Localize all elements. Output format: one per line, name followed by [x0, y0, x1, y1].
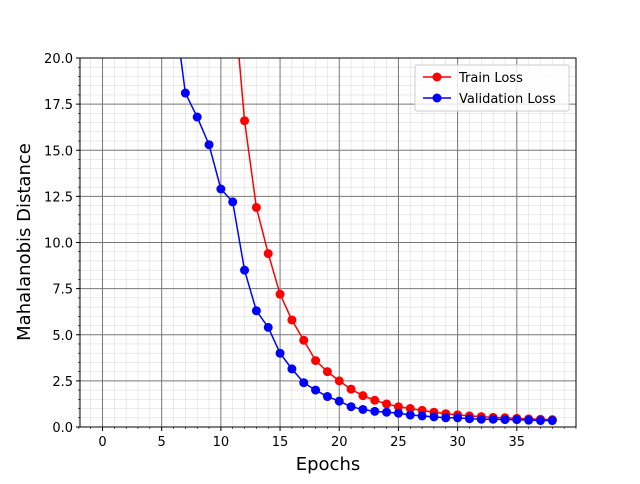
data-point [441, 413, 451, 423]
x-tick-label: 25 [390, 435, 407, 450]
data-point [334, 376, 344, 386]
data-point [322, 367, 332, 377]
data-point [429, 412, 439, 422]
y-tick-label: 15.0 [44, 144, 73, 159]
data-point [204, 140, 214, 150]
y-axis-label: Mahalanobis Distance [14, 143, 35, 341]
data-point [453, 413, 463, 423]
data-point [524, 415, 534, 425]
y-tick-label: 20.0 [44, 52, 73, 67]
data-point [346, 384, 356, 394]
data-point [251, 306, 261, 316]
data-point [180, 88, 190, 98]
data-point [476, 414, 486, 424]
x-tick-label: 5 [158, 435, 166, 450]
data-point [370, 406, 380, 416]
y-tick-label: 5.0 [52, 329, 73, 344]
data-point [192, 112, 202, 122]
y-tick-label: 0.0 [52, 421, 73, 436]
data-point [287, 315, 297, 325]
y-tick-label: 17.5 [44, 98, 73, 113]
data-point [358, 391, 368, 401]
x-axis-label: Epochs [296, 454, 361, 475]
data-point [228, 197, 238, 207]
legend: Train Loss Validation Loss [414, 64, 570, 112]
legend-label: Validation Loss [459, 92, 556, 107]
data-point [464, 414, 474, 424]
data-point [263, 249, 273, 259]
lines [169, 0, 557, 426]
data-point [299, 335, 309, 345]
x-tick-label: 10 [213, 435, 230, 450]
data-point [240, 265, 250, 275]
data-point [382, 407, 392, 417]
x-tick-label: 20 [331, 435, 348, 450]
data-point [512, 415, 522, 425]
data-point [311, 356, 321, 366]
data-point [417, 411, 427, 421]
legend-frame [414, 64, 570, 112]
data-point [382, 399, 392, 409]
data-point [346, 402, 356, 412]
y-tick-label: 12.5 [44, 190, 73, 205]
data-point [488, 414, 498, 424]
data-point [547, 416, 557, 426]
data-point [334, 396, 344, 406]
data-point [393, 402, 403, 412]
legend-marker [432, 72, 442, 82]
y-tick-label: 2.5 [52, 375, 73, 390]
data-point [370, 395, 380, 405]
data-point [240, 116, 250, 126]
data-point [216, 184, 226, 194]
x-tick-label: 30 [449, 435, 466, 450]
x-tick-label: 0 [98, 435, 106, 450]
data-point [169, 0, 178, 7]
y-tick-label: 10.0 [44, 237, 73, 252]
x-tick-label: 35 [509, 435, 526, 450]
data-point [275, 348, 285, 358]
x-tick-label: 15 [272, 435, 289, 450]
data-point [287, 364, 297, 374]
legend-label: Train Loss [458, 71, 523, 86]
ticks: 0 5 10 15 20 25 30 35 0.0 2.5 5.0 7.5 10.0 12.5 15.0 17… [44, 52, 577, 450]
data-point [405, 410, 415, 420]
data-point [405, 404, 415, 414]
data-point [311, 385, 321, 395]
data-point [251, 202, 261, 212]
data-point [393, 408, 403, 418]
data-point [299, 378, 309, 388]
series-line [238, 58, 553, 421]
data-point [535, 416, 545, 426]
data-point [322, 392, 332, 402]
legend-marker [432, 93, 442, 103]
data-point [275, 289, 285, 299]
data-point [500, 415, 510, 425]
y-tick-label: 7.5 [52, 283, 73, 298]
data-point [358, 404, 368, 414]
data-point [263, 322, 273, 332]
